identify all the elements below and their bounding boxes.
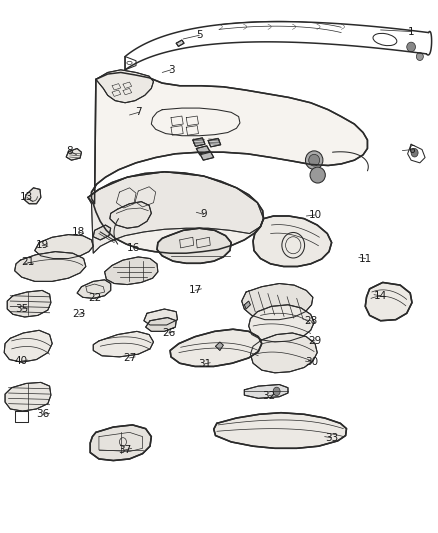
Polygon shape	[214, 413, 346, 448]
Polygon shape	[244, 384, 288, 398]
Text: 6: 6	[409, 144, 415, 155]
Text: 32: 32	[262, 391, 276, 401]
Polygon shape	[66, 149, 81, 160]
Text: 37: 37	[119, 445, 132, 455]
Text: 1: 1	[408, 27, 414, 37]
Text: 21: 21	[21, 257, 35, 267]
Text: 30: 30	[305, 357, 318, 367]
Text: 33: 33	[325, 433, 338, 443]
Text: 10: 10	[308, 210, 321, 220]
Polygon shape	[365, 282, 412, 321]
Circle shape	[273, 387, 280, 395]
Text: 23: 23	[72, 309, 85, 319]
Text: 18: 18	[72, 227, 85, 237]
Polygon shape	[251, 333, 317, 373]
Text: 13: 13	[20, 192, 34, 203]
Polygon shape	[253, 216, 332, 266]
Text: 14: 14	[374, 290, 387, 301]
Ellipse shape	[305, 151, 323, 169]
Text: 36: 36	[36, 409, 49, 419]
Ellipse shape	[309, 155, 320, 166]
Polygon shape	[93, 332, 153, 357]
Polygon shape	[110, 201, 151, 228]
Text: 22: 22	[88, 293, 101, 303]
Text: 19: 19	[35, 240, 49, 250]
Polygon shape	[88, 172, 264, 253]
Polygon shape	[4, 330, 52, 362]
Text: 5: 5	[196, 30, 203, 41]
Text: 16: 16	[127, 243, 141, 253]
Polygon shape	[208, 139, 221, 147]
Ellipse shape	[417, 53, 424, 61]
Text: 29: 29	[308, 336, 321, 346]
Polygon shape	[242, 284, 313, 320]
Text: 28: 28	[304, 316, 317, 326]
Polygon shape	[77, 280, 111, 298]
Text: 9: 9	[201, 209, 207, 220]
Polygon shape	[170, 329, 262, 367]
Polygon shape	[146, 318, 176, 332]
Text: 8: 8	[67, 146, 73, 156]
Polygon shape	[249, 305, 314, 342]
Text: 17: 17	[188, 286, 201, 295]
Polygon shape	[176, 40, 184, 46]
Polygon shape	[90, 425, 151, 461]
Text: 31: 31	[198, 359, 212, 369]
Text: 7: 7	[135, 107, 142, 117]
Polygon shape	[215, 342, 223, 351]
Polygon shape	[35, 235, 93, 259]
Text: 3: 3	[168, 65, 174, 75]
Circle shape	[411, 149, 418, 157]
Polygon shape	[200, 151, 214, 160]
Polygon shape	[196, 146, 210, 155]
Polygon shape	[25, 188, 41, 204]
Polygon shape	[88, 172, 264, 253]
Polygon shape	[144, 309, 177, 325]
Ellipse shape	[407, 42, 416, 52]
Ellipse shape	[310, 167, 325, 183]
Polygon shape	[7, 290, 51, 317]
Polygon shape	[244, 301, 251, 309]
Polygon shape	[157, 228, 231, 263]
Text: 27: 27	[123, 353, 136, 363]
Text: 26: 26	[162, 328, 175, 338]
Text: 35: 35	[15, 304, 28, 314]
Polygon shape	[14, 252, 86, 281]
Text: 40: 40	[14, 356, 28, 366]
Polygon shape	[92, 72, 367, 204]
Polygon shape	[5, 382, 51, 411]
Polygon shape	[93, 225, 111, 240]
Text: 11: 11	[359, 254, 372, 263]
Polygon shape	[105, 257, 158, 285]
Polygon shape	[193, 138, 205, 147]
Polygon shape	[96, 70, 153, 103]
